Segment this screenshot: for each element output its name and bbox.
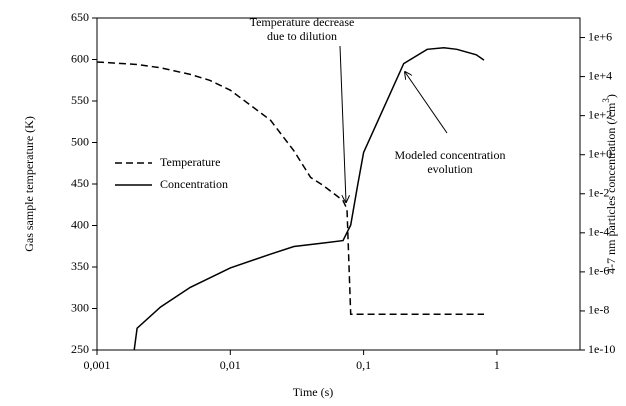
y-tick-label: 650 <box>71 10 89 24</box>
y2-tick-label: 1e+4 <box>588 68 612 82</box>
y2-tick-label: 1e+2 <box>588 107 612 121</box>
y2-axis-label: 4-7 nm particles concentration (/cm3) <box>601 94 618 274</box>
annotation: due to dilution <box>267 29 337 43</box>
x-tick-label: 1 <box>494 358 500 372</box>
y-tick-label: 400 <box>71 217 89 231</box>
y-tick-label: 250 <box>71 342 89 356</box>
annotation: Temperature decrease <box>250 15 355 29</box>
y2-tick-label: 1e-10 <box>588 342 615 356</box>
series-line <box>133 46 485 351</box>
legend-label: Temperature <box>160 155 220 169</box>
y2-tick-label: 1e+6 <box>588 29 612 43</box>
x-tick-label: 0,01 <box>220 358 241 372</box>
y-tick-label: 300 <box>71 300 89 314</box>
x-tick-label: 0,001 <box>84 358 111 372</box>
y2-label-sup: 3 <box>601 98 611 103</box>
y2-label-part: 4-7 nm particles concentration (/cm <box>604 102 618 274</box>
y-tick-label: 450 <box>71 176 89 190</box>
y-tick-label: 550 <box>71 93 89 107</box>
annotation-arrow <box>405 72 448 134</box>
y-tick-label: 600 <box>71 51 89 65</box>
annotation-arrow <box>339 45 346 202</box>
y2-tick-label: 1e-4 <box>588 225 609 239</box>
y2-tick-label: 1e-6 <box>588 264 609 278</box>
y2-tick-label: 1e-2 <box>588 186 609 200</box>
y2-tick-label: 1e-8 <box>588 303 609 317</box>
x-axis-label: Time (s) <box>293 385 334 399</box>
legend-label: Concentration <box>160 177 228 191</box>
series-line <box>96 61 484 316</box>
y2-tick-label: 1e+0 <box>588 146 612 160</box>
y-tick-label: 350 <box>71 259 89 273</box>
x-tick-label: 0,1 <box>356 358 371 372</box>
y-axis-label: Gas sample temperature (K) <box>22 116 36 252</box>
annotation: Modeled concentration <box>395 148 506 162</box>
y2-label-part: ) <box>604 94 618 98</box>
annotation: evolution <box>427 162 472 176</box>
y-tick-label: 500 <box>71 134 89 148</box>
